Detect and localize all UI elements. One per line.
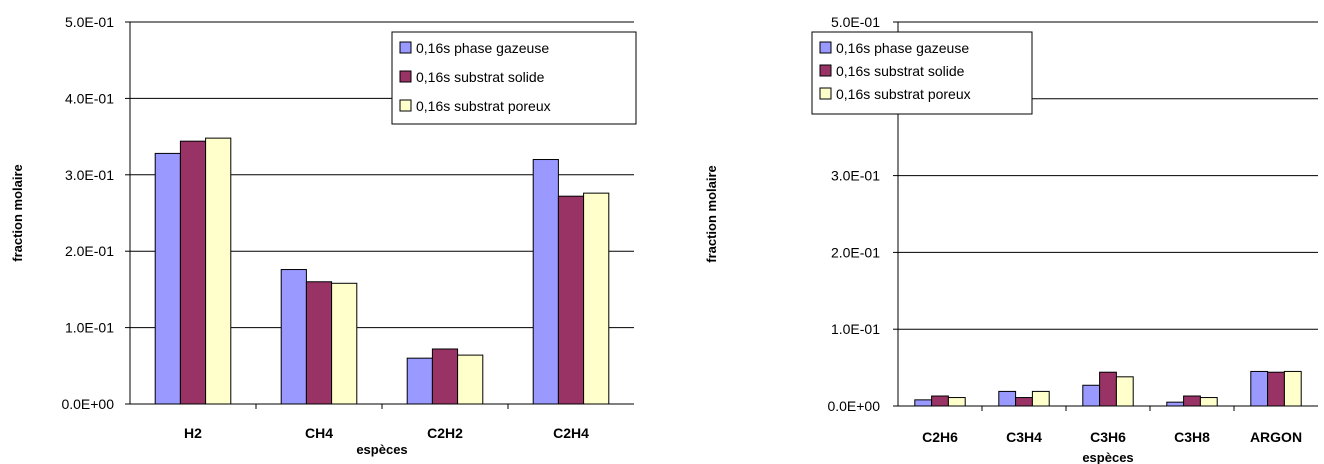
y-tick-label: 0.0E+00 [827, 398, 880, 414]
y-tick-label: 4.0E-01 [65, 90, 114, 106]
bar [280, 269, 307, 405]
x-category-label: C2H4 [553, 425, 589, 441]
legend-entry: 0,16s substrat poreux [416, 98, 551, 114]
y-tick-label: 3.0E-01 [65, 167, 114, 183]
x-category-label: C2H2 [427, 425, 463, 441]
bar [1199, 397, 1218, 407]
y-tick-label: 1.0E-01 [831, 321, 880, 337]
legend-entry: 0,16s phase gazeuse [416, 40, 549, 56]
legend-swatch [399, 41, 412, 54]
bar [914, 399, 933, 407]
bar [205, 137, 232, 405]
legend-entry: 0,16s substrat poreux [836, 86, 971, 102]
bar [1183, 395, 1201, 407]
bar [431, 348, 459, 405]
bar [1115, 376, 1134, 407]
bar [305, 281, 333, 405]
legend-box [811, 31, 1033, 115]
y-tick-label: 5.0E-01 [65, 14, 114, 30]
x-axis-title: espèces [1082, 450, 1133, 464]
bar [583, 192, 610, 405]
x-category-label: ARGON [1250, 429, 1302, 445]
x-category-label: H2 [184, 425, 202, 441]
bar [1082, 384, 1101, 407]
x-category-label: C3H6 [1090, 429, 1126, 445]
x-category-label: CH4 [305, 425, 333, 441]
legend-swatch [819, 87, 832, 100]
bar [1015, 397, 1033, 407]
y-tick-label: 2.0E-01 [65, 243, 114, 259]
bar [331, 282, 358, 405]
legend-entry: 0,16s substrat solide [416, 69, 545, 85]
x-category-label: C3H8 [1174, 429, 1210, 445]
bar [557, 195, 585, 405]
y-tick-label: 0.0E+00 [61, 396, 114, 412]
bar [1267, 371, 1285, 407]
bar [1250, 370, 1269, 407]
bar [1099, 371, 1117, 407]
legend-entry: 0,16s substrat solide [836, 63, 965, 79]
bar [457, 354, 484, 405]
legend-box [391, 31, 637, 125]
bar [1283, 370, 1302, 407]
y-axis-title: fraction molaire [10, 164, 25, 262]
x-axis-title: espèces [356, 442, 407, 457]
bar [532, 159, 559, 405]
bar [1166, 401, 1185, 407]
bar [998, 390, 1017, 407]
x-category-label: C3H4 [1006, 429, 1042, 445]
legend-swatch [399, 70, 412, 83]
y-axis-title: fraction molaire [704, 165, 719, 263]
bar [947, 397, 966, 407]
bar [154, 152, 181, 405]
y-tick-label: 5.0E-01 [831, 14, 880, 30]
legend-entry: 0,16s phase gazeuse [836, 40, 969, 56]
x-category-label: C2H6 [922, 429, 958, 445]
legend-swatch [399, 99, 412, 112]
y-tick-label: 1.0E-01 [65, 320, 114, 336]
legend-swatch [819, 64, 832, 77]
bar [1031, 390, 1050, 407]
y-tick-label: 2.0E-01 [831, 244, 880, 260]
bar [179, 140, 207, 405]
bar [931, 395, 949, 407]
bar [406, 357, 433, 405]
y-tick-label: 3.0E-01 [831, 168, 880, 184]
legend-swatch [819, 41, 832, 54]
